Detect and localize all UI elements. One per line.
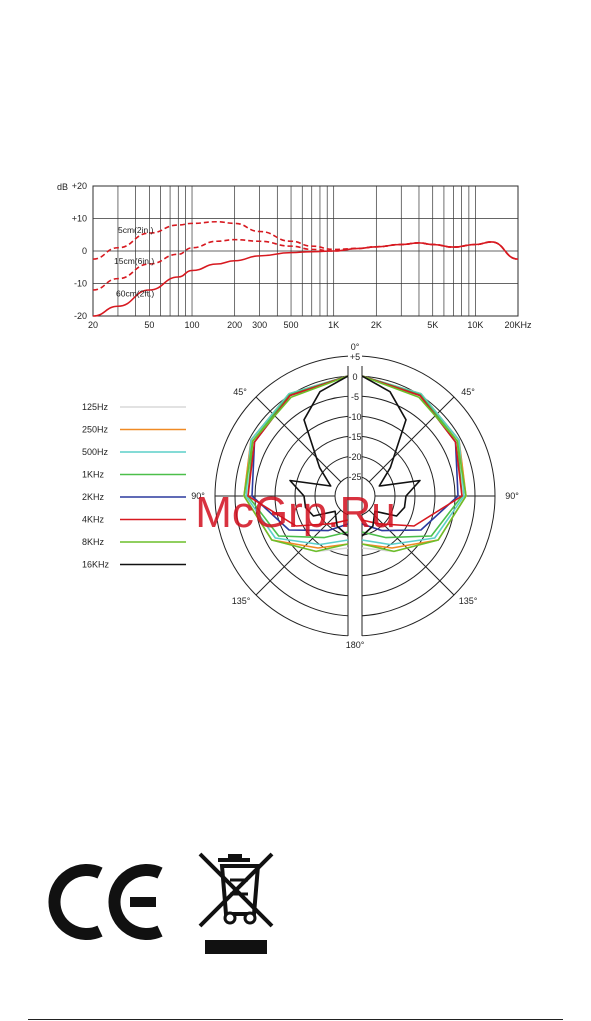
x-tick-label: 500 (284, 320, 299, 330)
frequency-annotations: 5cm(2in.) 15cm(6in.) 60cm(2ft.) (114, 225, 154, 298)
polar-series-line (361, 375, 467, 553)
polar-gap (348, 354, 362, 638)
legend-label: 16KHz (82, 560, 110, 570)
frequency-grid (92, 185, 519, 317)
crossed-out-wheelie-bin-icon (198, 852, 274, 954)
r-tick-label: -5 (351, 392, 359, 402)
watermark: McGrp.Ru (195, 488, 396, 537)
x-tick-label: 1K (328, 320, 339, 330)
polar-series-line (361, 375, 463, 527)
y-tick-label: -10 (74, 279, 87, 289)
polar-series-line (245, 375, 349, 546)
polar-grid (214, 354, 496, 638)
legend-label: 250Hz (82, 425, 109, 435)
polar-series-line (243, 375, 349, 553)
r-tick-label: 0 (352, 372, 357, 382)
curve-annotation: 60cm(2ft.) (116, 289, 154, 299)
angle-label: 45° (461, 387, 475, 397)
angle-label: 90° (191, 491, 205, 501)
y-tick-label: -20 (74, 311, 87, 321)
legend-label: 125Hz (82, 402, 109, 412)
r-tick-label: +5 (350, 352, 360, 362)
x-tick-label: 10K (467, 320, 483, 330)
r-tick-label: -10 (348, 412, 361, 422)
x-tick-label: 20KHz (504, 320, 532, 330)
x-tick-label: 200 (227, 320, 242, 330)
y-tick-label: 0 (82, 246, 87, 256)
angle-label: 45° (233, 387, 247, 397)
x-tick-label: 5K (427, 320, 438, 330)
polar-angle-labels: 0° 45° 45° 90° 90° 135° 135° 180° (191, 342, 519, 650)
polar-series-line (361, 375, 421, 537)
polar-spoke (255, 396, 342, 483)
polar-series-line (289, 375, 349, 537)
angle-label: 135° (459, 596, 478, 606)
compliance-symbols (48, 852, 274, 954)
legend-label: 1KHz (82, 470, 105, 480)
frequency-y-axis-label: dB (57, 182, 68, 192)
frequency-y-tick-labels: +20 +10 0 -10 -20 (72, 181, 87, 321)
r-tick-label: -15 (348, 432, 361, 442)
series-line (92, 220, 519, 260)
ce-mark-icon (48, 864, 163, 940)
polar-series-line (361, 375, 465, 546)
polar-spoke (368, 396, 455, 483)
frequency-series (92, 220, 519, 317)
y-tick-label: +20 (72, 181, 87, 191)
x-tick-label: 50 (144, 320, 154, 330)
x-tick-label: 100 (185, 320, 200, 330)
r-tick-label: -25 (348, 472, 361, 482)
x-tick-label: 20 (88, 320, 98, 330)
x-tick-label: 300 (252, 320, 267, 330)
legend-label: 4KHz (82, 515, 105, 525)
polar-r-tick-labels: +5 0 -5 -10 -15 -20 -25 (348, 352, 361, 482)
angle-label: 180° (346, 640, 365, 650)
legend-label: 2KHz (82, 492, 105, 502)
polar-series (243, 375, 467, 553)
series-line (92, 241, 519, 317)
polar-series-line (247, 375, 349, 527)
angle-label: 135° (232, 596, 251, 606)
angle-label: 90° (505, 491, 519, 501)
polar-pattern-chart: +5 0 -5 -10 -15 -20 -25 0° 45° 45° 90° 90° 135° 135°… (82, 342, 519, 650)
legend-label: 500Hz (82, 447, 109, 457)
angle-label: 0° (351, 342, 360, 352)
frequency-x-tick-labels: 20 50 100 200 300 500 1K 2K 5K 10K 20KHz (88, 320, 532, 330)
curve-annotation: 15cm(6in.) (114, 256, 154, 266)
frequency-response-chart: +20+100-10-20 20 50 100 200 300 500 1K 2K 5K 10K 2… (57, 181, 532, 330)
bottom-rule (28, 1019, 563, 1020)
legend-label: 8KHz (82, 537, 105, 547)
x-tick-label: 2K (371, 320, 382, 330)
curve-annotation: 5cm(2in.) (118, 225, 154, 235)
y-tick-label: +10 (72, 214, 87, 224)
polar-legend: 125Hz 250Hz 500Hz 1KHz 2KHz 4KHz 8KHz 16KHz (82, 402, 186, 570)
r-tick-label: -20 (348, 452, 361, 462)
